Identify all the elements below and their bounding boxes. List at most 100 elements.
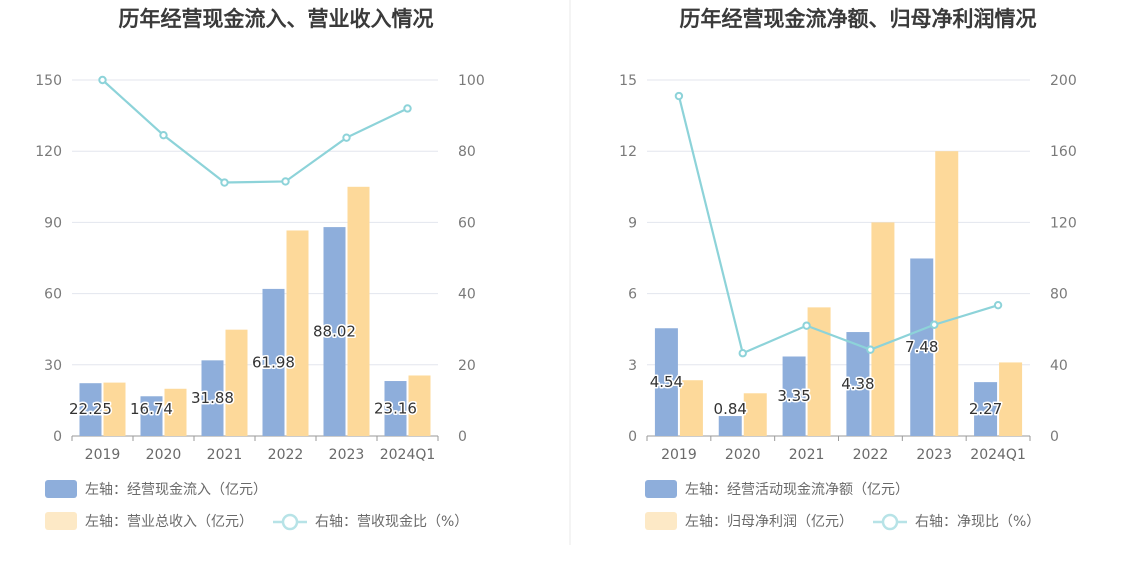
right-axis-tick-label: 120 (1050, 215, 1077, 231)
line-series (677, 95, 999, 355)
bar-series-2 (408, 375, 431, 436)
legend-label: 左轴：营业总收入（亿元） (85, 514, 253, 530)
bar-data-label: 23.16 (374, 400, 417, 418)
left-axis-tick-label: 6 (628, 287, 637, 303)
left-axis-tick-label: 0 (628, 429, 637, 445)
left-axis-tick-label: 90 (44, 215, 62, 231)
chart-title: 历年经营现金流净额、归母净利润情况 (680, 7, 1037, 31)
line-point (674, 91, 684, 101)
bar-series-1 (654, 328, 678, 436)
left-axis-tick-label: 3 (628, 358, 637, 374)
left-axis-tick-label: 15 (619, 73, 637, 89)
bar-series-1 (718, 416, 742, 436)
legend: 左轴：经营活动现金流净额（亿元） 左轴：归母净利润（亿元） 右轴：净现比（%） (645, 480, 1040, 531)
right-axis-tick-label: 80 (1050, 287, 1068, 303)
left-axis-tick-label: 12 (619, 144, 637, 160)
legend-swatch-marker (881, 513, 899, 531)
line-series (101, 79, 408, 184)
x-axis-tick-label: 2020 (146, 447, 182, 463)
right-axis-tick-label: 40 (1050, 358, 1068, 374)
right-axis-tick-label: 100 (458, 73, 485, 89)
left-axis-tick-label: 150 (35, 73, 62, 89)
bar-data-label: 61.98 (252, 353, 295, 371)
line-point (220, 178, 229, 187)
left-axis-tick-label: 0 (53, 429, 62, 445)
bar-data-label: 0.84 (714, 400, 747, 418)
right-axis-tick-label: 0 (1050, 429, 1059, 445)
bar-data-label: 31.88 (191, 389, 234, 407)
left-axis-tick-label: 60 (44, 287, 62, 303)
bar-series-1 (79, 383, 102, 436)
bar-series-1 (384, 381, 407, 436)
line-point (802, 321, 811, 330)
left-axis-tick-label: 30 (44, 358, 62, 374)
bar-data-label: 4.54 (650, 373, 683, 391)
line-point (281, 177, 290, 186)
x-axis-tick-label: 2023 (329, 447, 365, 463)
bar-series-2 (807, 307, 831, 436)
bar-series-2 (999, 362, 1023, 436)
bar-series-1 (846, 332, 870, 436)
bar-data-label: 22.25 (69, 400, 112, 418)
legend-label: 右轴：净现比（%） (915, 514, 1040, 530)
legend-label: 左轴：经营活动现金流净额（亿元） (685, 482, 909, 498)
x-axis-tick-label: 2020 (725, 447, 761, 463)
x-axis-tick-label: 2021 (207, 447, 243, 463)
legend-label: 右轴：营收现金比（%） (315, 514, 468, 530)
bar-series-2 (871, 222, 895, 436)
line-point (993, 300, 1003, 310)
chart-panel-2: 历年经营现金流净额、归母净利润情况 0 3 6 9 12 15 0 40 80 120 160 200 2… (619, 7, 1077, 531)
line-point (403, 104, 412, 113)
x-axis-tick-label: 2019 (661, 447, 697, 463)
bar-series-1 (910, 258, 934, 436)
right-axis-tick-label: 0 (458, 429, 467, 445)
line-point (866, 345, 875, 354)
x-axis-tick-label: 2023 (916, 447, 952, 463)
left-axis-tick-label: 120 (35, 144, 62, 160)
bar-series-1 (323, 227, 346, 436)
x-axis-tick-label: 2019 (85, 447, 121, 463)
line-point (738, 349, 747, 358)
bar-data-label: 3.35 (777, 387, 810, 405)
right-axis-tick-label: 20 (458, 358, 476, 374)
legend: 左轴：经营现金流入（亿元） 左轴：营业总收入（亿元） 右轴：营收现金比（%） (45, 480, 468, 531)
chart-title: 历年经营现金流入、营业收入情况 (119, 7, 434, 31)
bar-data-label: 7.48 (905, 338, 938, 356)
x-axis-tick-label: 2024Q1 (380, 447, 436, 463)
legend-label: 左轴：归母净利润（亿元） (685, 513, 853, 530)
bar-series-2 (286, 230, 309, 436)
bar-series-2 (347, 186, 370, 436)
right-axis-tick-label: 80 (458, 144, 476, 160)
bar-series-1 (140, 396, 163, 436)
line-point (342, 133, 351, 142)
legend-swatch-bar-2 (645, 512, 677, 530)
bar-series-1 (782, 356, 806, 436)
bar-series-2 (743, 393, 767, 436)
x-axis-tick-label: 2022 (853, 447, 889, 463)
left-axis-tick-label: 9 (628, 215, 637, 231)
bar-series-2 (679, 380, 703, 436)
x-axis-tick-label: 2021 (789, 447, 825, 463)
bar-series-1 (262, 288, 285, 436)
x-axis-tick-label: 2024Q1 (970, 447, 1026, 463)
line-point (98, 75, 107, 85)
legend-label: 左轴：经营现金流入（亿元） (85, 482, 267, 498)
bar-series-2 (935, 151, 959, 436)
line-point (930, 320, 939, 329)
bar-series-1 (201, 360, 224, 436)
x-axis-tick-label: 2022 (268, 447, 304, 463)
legend-swatch-bar-1 (645, 480, 677, 498)
bar-series-2 (225, 329, 248, 436)
bar-series-2 (164, 388, 187, 436)
right-axis-tick-label: 200 (1050, 73, 1077, 89)
right-axis-tick-label: 60 (458, 215, 476, 231)
legend-swatch-marker (281, 513, 299, 531)
legend-swatch-bar-1 (45, 480, 77, 498)
bar-data-label: 88.02 (313, 323, 356, 341)
legend-swatch-bar-2 (45, 512, 77, 530)
right-axis-tick-label: 40 (458, 287, 476, 303)
bar-data-label: 2.27 (969, 400, 1002, 418)
bar-data-label: 16.74 (130, 400, 173, 418)
